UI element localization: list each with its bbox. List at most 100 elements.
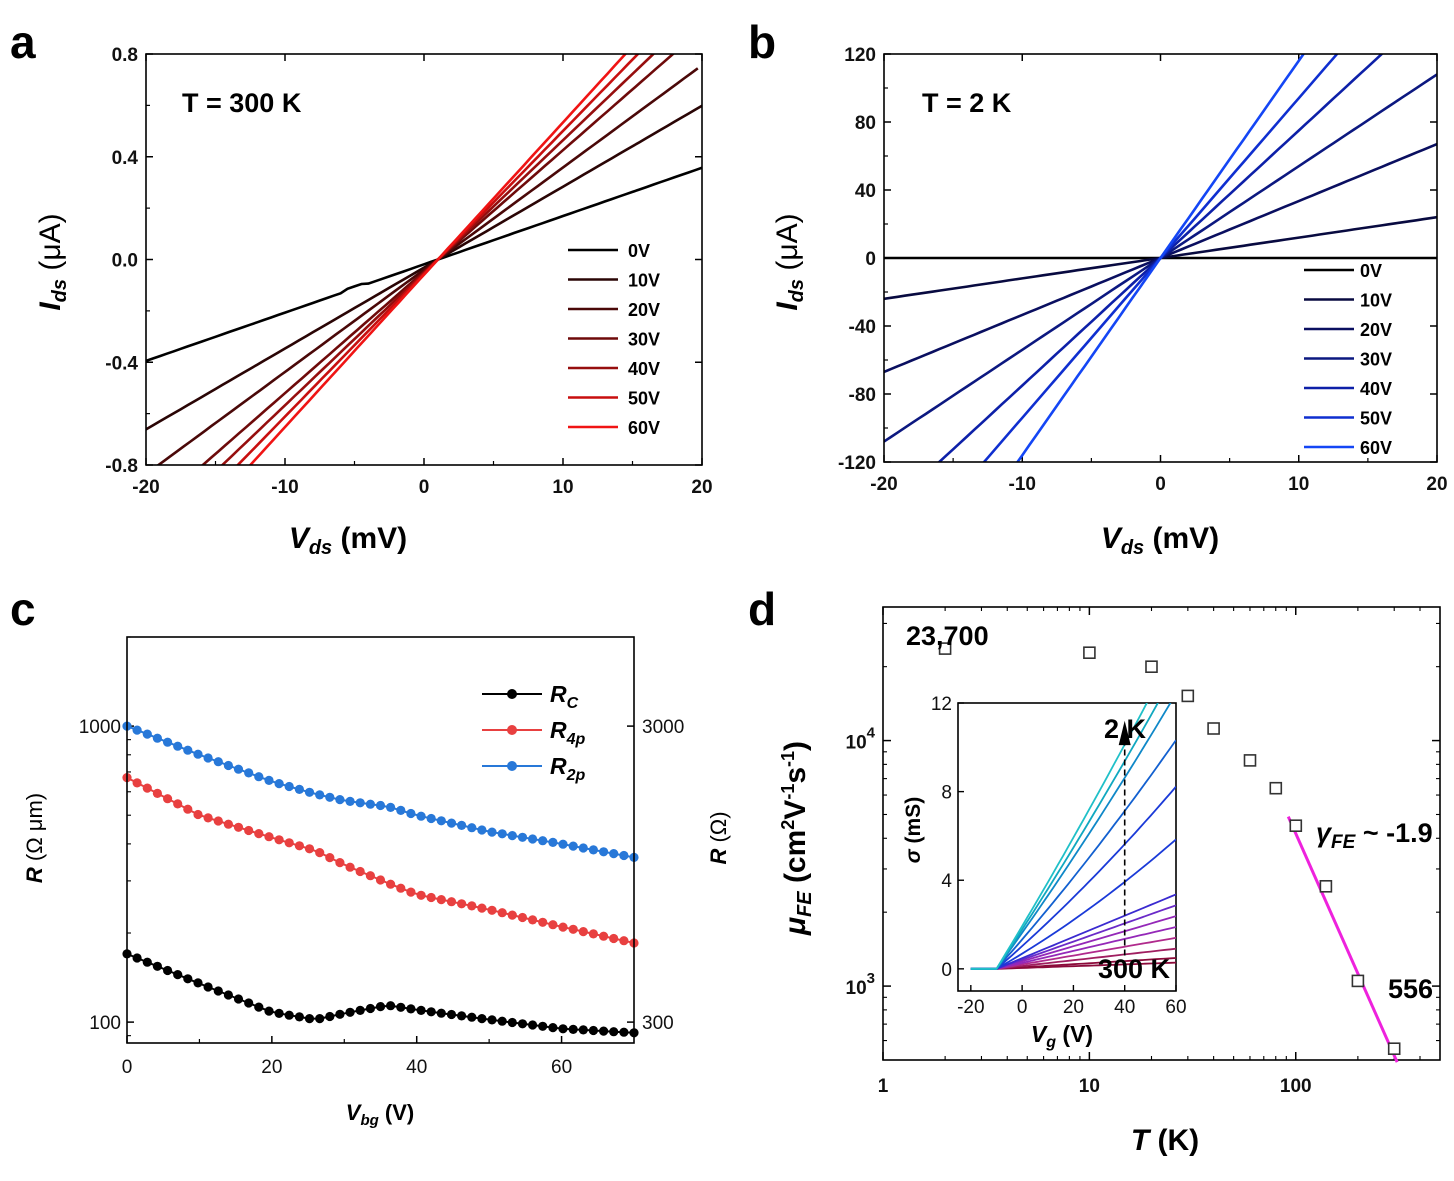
panel-c-point-R4p	[223, 819, 233, 829]
panel-c-legend-label: RC	[550, 681, 579, 712]
panel-b-ytick-label: 0	[865, 249, 876, 270]
panel-b-ytick-label: 40	[855, 181, 876, 202]
panel-c-point-RC	[142, 957, 152, 967]
panel-c-point-RC	[152, 961, 162, 971]
panel-c-point-R4p	[173, 799, 183, 809]
panel-c-point-RC	[578, 1025, 588, 1035]
panel-d-data-point	[1387, 1042, 1401, 1055]
inset-series-line	[970, 838, 1176, 970]
panel-c-point-R2p	[163, 737, 173, 747]
panel-c-point-R2p	[517, 832, 528, 842]
panel-b-series-60V	[1015, 54, 1306, 462]
panel-c-point-R4p	[406, 887, 416, 897]
panel-c-point-R2p	[578, 843, 588, 853]
panel-c-point-R4p	[193, 809, 203, 820]
panel-c-point-R4p	[467, 901, 477, 911]
panel-a-ytick-label: 0.8	[112, 45, 138, 66]
panel-a-frame	[145, 53, 703, 466]
panel-c-point-R4p	[396, 883, 406, 893]
panel-c-point-R4p	[446, 897, 457, 907]
panel-c-point-R2p	[203, 753, 213, 763]
inset-arrow-head	[1118, 720, 1131, 746]
panel-c-point-R2p	[487, 827, 497, 837]
panel-c-point-R2p	[588, 845, 599, 855]
panel-c-point-R4p	[416, 890, 426, 900]
panel-a-xtick-label: 20	[691, 477, 712, 498]
panel-b-legend-label: 30V	[1360, 350, 1392, 370]
panel-c-point-R4p	[619, 936, 629, 946]
panel-c-point-RC	[213, 986, 223, 996]
inset-2k-label: 2 K	[1104, 714, 1147, 744]
panel-c-point-R4p	[375, 875, 386, 885]
panel-c-xtick-label: 60	[551, 1057, 572, 1078]
panel-b-legend-label: 50V	[1360, 409, 1392, 429]
panel-c-point-RC	[274, 1008, 284, 1019]
panel-c-point-R4p	[345, 862, 355, 872]
panel-c-point-R2p	[365, 799, 375, 809]
panel-c-point-RC	[254, 1002, 264, 1012]
panel-c-point-R4p	[365, 871, 375, 881]
panel-c-plot-area: 0 20 40 60 100 300 1000 3000 RC R4p R2p	[79, 636, 684, 1078]
panel-d-data-point	[1181, 689, 1195, 703]
panel-c-frame	[126, 636, 635, 1044]
panel-c-point-R4p	[213, 816, 223, 826]
inset-xlabel: Vg (V)	[1031, 1021, 1093, 1051]
panel-c-point-R2p	[599, 847, 609, 857]
panel-c-point-R2p	[142, 729, 152, 739]
panel-c-point-RC	[335, 1009, 345, 1019]
panel-c-point-R4p	[507, 910, 517, 920]
panel-d-label: d	[748, 583, 776, 635]
panel-b-frame	[883, 53, 1438, 463]
panel-c-point-RC	[315, 1014, 325, 1024]
inset-ytick-label: 0	[941, 960, 952, 981]
panel-d-data-point	[1207, 722, 1220, 735]
panel-b: -20 -10 0 10 20 -120 -80 -40 0 40 80 120 0V 10V 20V 30V…	[771, 45, 1448, 559]
panel-c-point-R2p	[183, 745, 193, 755]
panel-c-point-R4p	[568, 924, 578, 934]
panel-c-point-R2p	[254, 772, 264, 782]
panel-c-point-R2p	[264, 775, 274, 786]
inset-ytick-label: 8	[941, 783, 952, 804]
panel-c-point-RC	[132, 953, 142, 963]
panel-c-point-RC	[294, 1012, 304, 1022]
panel-c-point-R2p	[233, 764, 244, 774]
panel-c-point-R2p	[446, 818, 457, 828]
panel-d-plot-area: 1 10 100 103 104	[846, 606, 1441, 1097]
panel-d-data-point	[1269, 781, 1283, 795]
panel-b-ylabel: Ids (μA)	[771, 213, 808, 310]
panel-c-point-RC	[548, 1023, 558, 1033]
panel-c-point-RC	[558, 1024, 568, 1034]
panel-c-point-R4p	[487, 905, 497, 915]
panel-c-point-R2p	[315, 790, 325, 800]
panel-c-point-RC	[426, 1007, 436, 1017]
panel-b-ytick-label: -40	[849, 317, 876, 338]
panel-c-point-R2p	[497, 829, 507, 839]
panel-c-ytick-label-right: 300	[642, 1013, 674, 1034]
panel-a-series-50V	[236, 54, 640, 465]
inset-xtick-label: 0	[1017, 997, 1028, 1018]
panel-c-point-R4p	[142, 783, 152, 793]
panel-c-line-R2p	[126, 725, 635, 859]
panel-c-point-RC	[609, 1027, 619, 1037]
panel-d-data-point	[1319, 879, 1333, 893]
panel-b-temperature: T = 2 K	[922, 88, 1012, 118]
panel-c-ytick-label: 100	[89, 1013, 121, 1034]
panel-c-point-R2p	[467, 823, 477, 833]
panel-c-point-R2p	[375, 800, 386, 811]
panel-a-xtick-label: 10	[552, 477, 573, 498]
panel-c-point-R4p	[477, 903, 487, 913]
panel-c-legend-label: R4p	[550, 717, 586, 748]
inset-series-line	[970, 893, 1176, 970]
panel-b-xlabel: Vds (mV)	[1101, 522, 1219, 559]
panel-c-label: c	[10, 583, 36, 635]
panel-a-series-0V	[146, 166, 702, 363]
panel-d-xtick-label: 100	[1280, 1076, 1312, 1097]
panel-c-point-R2p	[406, 808, 416, 819]
panel-c-point-R2p	[568, 841, 578, 851]
panel-c-point-R2p	[507, 831, 517, 841]
panel-c-point-R2p	[528, 834, 538, 844]
panel-c-point-R4p	[588, 929, 599, 939]
panel-c-point-RC	[264, 1006, 274, 1016]
panel-d-frame	[882, 606, 1441, 1061]
